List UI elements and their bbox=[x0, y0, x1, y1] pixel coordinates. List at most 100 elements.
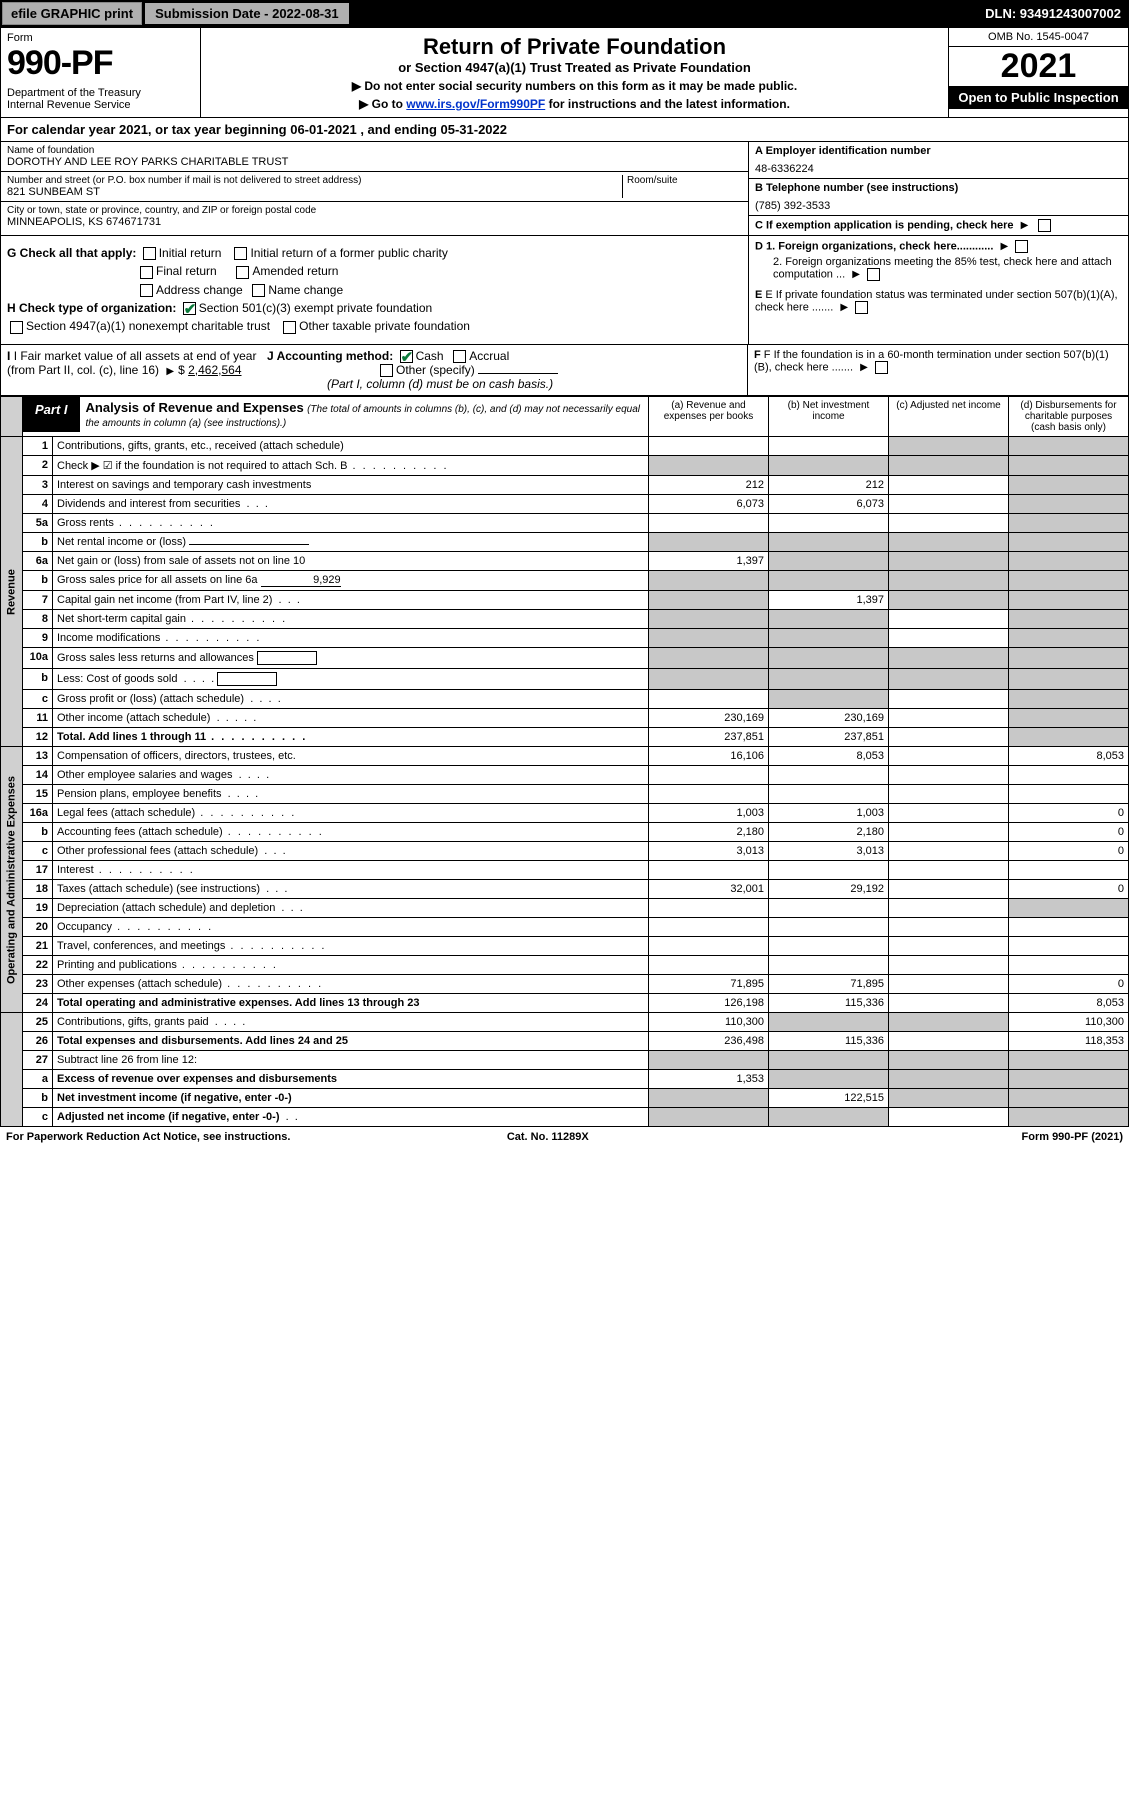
phone: (785) 392-3533 bbox=[755, 200, 1122, 212]
g-name-checkbox[interactable] bbox=[252, 284, 265, 297]
h-501c3-checkbox[interactable] bbox=[183, 302, 196, 315]
g-initial-checkbox[interactable] bbox=[143, 247, 156, 260]
line-19: Depreciation (attach schedule) and deple… bbox=[53, 899, 649, 918]
d1-row: D 1. Foreign organizations, check here..… bbox=[755, 240, 1122, 253]
line-22: Printing and publications bbox=[53, 956, 649, 975]
l23-d: 0 bbox=[1009, 975, 1129, 994]
e-label: E If private foundation status was termi… bbox=[755, 289, 1118, 313]
line-1: Contributions, gifts, grants, etc., rece… bbox=[53, 437, 649, 456]
info-left: Name of foundation DOROTHY AND LEE ROY P… bbox=[1, 142, 748, 235]
line-23: Other expenses (attach schedule) bbox=[53, 975, 649, 994]
l16c-a: 3,013 bbox=[649, 842, 769, 861]
efile-print[interactable]: efile GRAPHIC print bbox=[2, 2, 142, 25]
note2-pre: ▶ Go to bbox=[359, 97, 406, 111]
g-row3: Address change Name change bbox=[7, 283, 742, 297]
l4-a: 6,073 bbox=[649, 495, 769, 514]
l6a-a: 1,397 bbox=[649, 552, 769, 571]
l23-a: 71,895 bbox=[649, 975, 769, 994]
h-4947-checkbox[interactable] bbox=[10, 321, 23, 334]
ij-row: I I Fair market value of all assets at e… bbox=[0, 345, 1129, 397]
line-27a: Excess of revenue over expenses and disb… bbox=[53, 1070, 649, 1089]
line-27: Subtract line 26 from line 12: bbox=[53, 1051, 649, 1070]
addr-row: Number and street (or P.O. box number if… bbox=[1, 172, 748, 202]
j-other-checkbox[interactable] bbox=[380, 364, 393, 377]
l12-b: 237,851 bbox=[769, 728, 889, 747]
g-row: G Check all that apply: Initial return I… bbox=[7, 246, 742, 260]
e-row: E E If private foundation status was ter… bbox=[755, 289, 1122, 314]
l18-d: 0 bbox=[1009, 880, 1129, 899]
l18-a: 32,001 bbox=[649, 880, 769, 899]
name-label: Name of foundation bbox=[7, 145, 742, 156]
g-initial-former-checkbox[interactable] bbox=[234, 247, 247, 260]
form-note2: ▶ Go to www.irs.gov/Form990PF for instru… bbox=[207, 97, 942, 111]
l23-b: 71,895 bbox=[769, 975, 889, 994]
revenue-side-label: Revenue bbox=[1, 437, 23, 747]
form-note1: ▶ Do not enter social security numbers o… bbox=[207, 79, 942, 93]
c-checkbox[interactable] bbox=[1038, 219, 1051, 232]
e-checkbox[interactable] bbox=[855, 301, 868, 314]
line-15: Pension plans, employee benefits . . . . bbox=[53, 785, 649, 804]
arrow-icon bbox=[162, 363, 178, 377]
dept-label: Department of the Treasury Internal Reve… bbox=[7, 87, 194, 111]
h-row: H Check type of organization: Section 50… bbox=[7, 301, 742, 315]
line-24: Total operating and administrative expen… bbox=[53, 994, 649, 1013]
l27a-a: 1,353 bbox=[649, 1070, 769, 1089]
d2-label: 2. Foreign organizations meeting the 85%… bbox=[773, 256, 1112, 280]
j-accrual-checkbox[interactable] bbox=[453, 350, 466, 363]
ein-row: A Employer identification number 48-6336… bbox=[749, 142, 1128, 179]
expenses-side-label: Operating and Administrative Expenses bbox=[1, 747, 23, 1013]
l16a-b: 1,003 bbox=[769, 804, 889, 823]
arrow-icon bbox=[848, 268, 864, 280]
g-final-checkbox[interactable] bbox=[140, 266, 153, 279]
g-final: Final return bbox=[156, 264, 217, 278]
g-addr-checkbox[interactable] bbox=[140, 284, 153, 297]
arrow-icon bbox=[1017, 219, 1033, 231]
f-checkbox[interactable] bbox=[875, 361, 888, 374]
name-row: Name of foundation DOROTHY AND LEE ROY P… bbox=[1, 142, 748, 172]
line-5b: Net rental income or (loss) bbox=[53, 533, 649, 552]
submission-date: Submission Date - 2022-08-31 bbox=[145, 3, 349, 24]
l26-d: 118,353 bbox=[1009, 1032, 1129, 1051]
addr-label: Number and street (or P.O. box number if… bbox=[7, 175, 622, 186]
line-3: Interest on savings and temporary cash i… bbox=[53, 476, 649, 495]
g-amended-checkbox[interactable] bbox=[236, 266, 249, 279]
g-row2: Final return Amended return bbox=[7, 264, 742, 278]
city: MINNEAPOLIS, KS 674671731 bbox=[7, 216, 742, 228]
irs-link[interactable]: www.irs.gov/Form990PF bbox=[406, 97, 545, 111]
j-note: (Part I, column (d) must be on cash basi… bbox=[267, 377, 553, 391]
d2-checkbox[interactable] bbox=[867, 268, 880, 281]
ein: 48-6336224 bbox=[755, 163, 1122, 175]
l24-a: 126,198 bbox=[649, 994, 769, 1013]
part1-title: Analysis of Revenue and Expenses (The to… bbox=[80, 397, 648, 432]
line-20: Occupancy bbox=[53, 918, 649, 937]
check-area: G Check all that apply: Initial return I… bbox=[0, 236, 1129, 345]
l26-a: 236,498 bbox=[649, 1032, 769, 1051]
c-label: C If exemption application is pending, c… bbox=[755, 219, 1014, 231]
d1-label: D 1. Foreign organizations, check here..… bbox=[755, 240, 993, 252]
header-center: Return of Private Foundation or Section … bbox=[201, 28, 948, 117]
d1-checkbox[interactable] bbox=[1015, 240, 1028, 253]
line-16b: Accounting fees (attach schedule) bbox=[53, 823, 649, 842]
line-18: Taxes (attach schedule) (see instruction… bbox=[53, 880, 649, 899]
line-16a: Legal fees (attach schedule) bbox=[53, 804, 649, 823]
room-label: Room/suite bbox=[627, 175, 742, 186]
h-other-checkbox[interactable] bbox=[283, 321, 296, 334]
g-initial-former: Initial return of a former public charit… bbox=[250, 246, 447, 260]
j-accrual: Accrual bbox=[469, 349, 509, 363]
j-label: J Accounting method: bbox=[267, 349, 393, 363]
col-d-header: (d) Disbursements for charitable purpose… bbox=[1009, 397, 1129, 437]
j-cash-checkbox[interactable] bbox=[400, 350, 413, 363]
footer-left: For Paperwork Reduction Act Notice, see … bbox=[6, 1131, 290, 1143]
dln: DLN: 93491243007002 bbox=[985, 6, 1127, 21]
f-label: F If the foundation is in a 60-month ter… bbox=[754, 349, 1109, 373]
j-cash: Cash bbox=[416, 349, 444, 363]
h-row2: Section 4947(a)(1) nonexempt charitable … bbox=[7, 319, 742, 333]
form-title: Return of Private Foundation bbox=[207, 34, 942, 60]
arrow-icon bbox=[996, 240, 1012, 252]
l16b-a: 2,180 bbox=[649, 823, 769, 842]
header-right: OMB No. 1545-0047 2021 Open to Public In… bbox=[948, 28, 1128, 117]
l26-b: 115,336 bbox=[769, 1032, 889, 1051]
ein-label: A Employer identification number bbox=[755, 145, 1122, 157]
note2-post: for instructions and the latest informat… bbox=[545, 97, 790, 111]
g-label: G Check all that apply: bbox=[7, 246, 136, 260]
